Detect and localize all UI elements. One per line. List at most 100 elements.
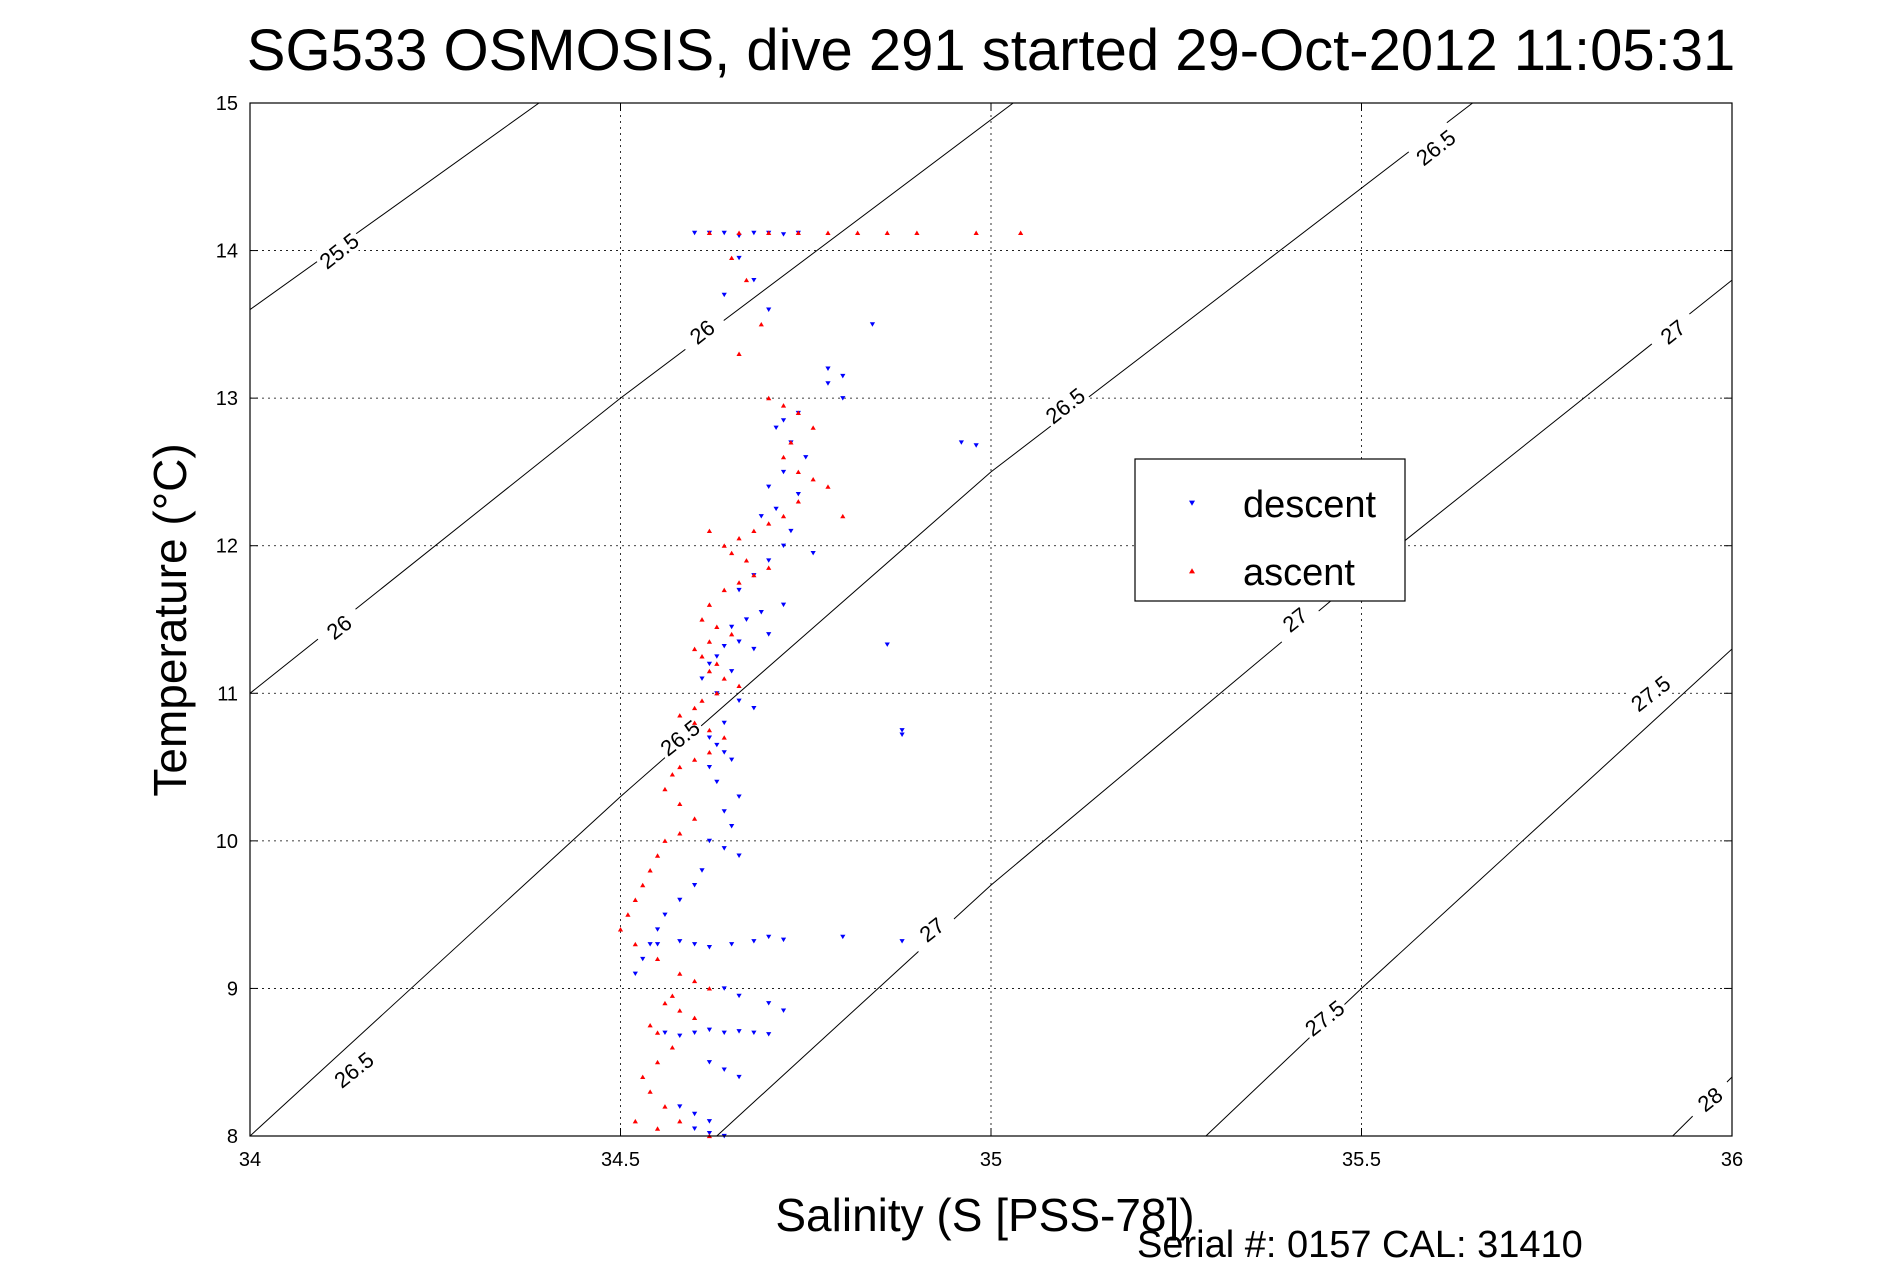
point-descent	[721, 846, 727, 851]
point-ascent	[721, 735, 727, 740]
point-descent	[706, 764, 713, 770]
point-ascent	[751, 572, 757, 578]
point-descent	[729, 757, 735, 763]
point-ascent	[788, 440, 794, 445]
point-ascent	[795, 230, 801, 235]
point-ascent	[625, 912, 631, 917]
point-descent	[736, 1029, 742, 1034]
point-descent	[706, 1130, 713, 1136]
point-ascent	[810, 425, 816, 430]
point-ascent	[692, 816, 698, 821]
point-ascent	[780, 403, 787, 408]
point-descent	[766, 558, 772, 563]
point-ascent	[743, 558, 750, 563]
point-ascent	[647, 1022, 653, 1028]
point-ascent	[677, 764, 683, 770]
point-descent	[825, 381, 831, 386]
point-ascent	[692, 646, 698, 652]
point-descent	[840, 373, 846, 379]
point-descent	[706, 1027, 713, 1033]
point-descent	[677, 1104, 683, 1109]
point-descent	[780, 937, 787, 943]
point-descent	[699, 868, 705, 873]
point-descent	[692, 883, 698, 888]
point-descent	[699, 676, 705, 681]
point-ascent	[669, 772, 675, 777]
point-descent	[736, 639, 742, 644]
point-descent	[729, 624, 735, 630]
point-descent	[751, 278, 757, 283]
point-ascent	[766, 565, 772, 570]
point-descent	[758, 610, 764, 615]
point-descent	[706, 838, 713, 844]
point-descent	[780, 543, 787, 549]
point-descent	[677, 897, 683, 903]
point-ascent	[766, 230, 772, 235]
point-ascent	[780, 454, 787, 460]
point-ascent	[692, 757, 698, 762]
y-tick-label: 10	[216, 831, 238, 853]
point-descent	[958, 440, 964, 445]
point-descent	[706, 1060, 713, 1065]
x-tick-label: 36	[1721, 1149, 1743, 1171]
point-ascent	[795, 499, 801, 504]
point-descent	[692, 1111, 698, 1117]
point-descent	[721, 643, 727, 649]
point-descent	[766, 307, 772, 312]
point-ascent	[662, 838, 668, 843]
point-ascent	[677, 801, 683, 807]
contour-lines	[250, 103, 1732, 1136]
point-descent	[654, 942, 661, 947]
point-descent	[692, 1126, 698, 1131]
point-ascent	[729, 550, 735, 556]
x-tick-label: 35	[980, 1149, 1002, 1171]
point-ascent	[736, 683, 742, 688]
point-descent	[780, 1008, 787, 1013]
y-tick-label: 8	[227, 1126, 238, 1148]
point-descent	[736, 698, 742, 704]
point-ascent	[662, 1104, 668, 1109]
point-ascent	[736, 535, 742, 541]
point-descent	[773, 506, 779, 512]
point-ascent	[699, 698, 705, 703]
point-descent	[662, 912, 668, 917]
point-descent	[766, 1001, 772, 1006]
point-descent	[780, 602, 787, 608]
x-tick-label: 35.5	[1342, 1149, 1381, 1171]
legend-marker-descent	[1189, 500, 1195, 506]
point-descent	[654, 927, 661, 932]
point-descent	[795, 491, 801, 497]
point-ascent	[706, 727, 713, 733]
point-descent	[973, 443, 979, 448]
contour-line	[1205, 648, 1732, 1136]
x-tick-label: 34.5	[601, 1149, 640, 1171]
point-ascent	[758, 322, 764, 327]
point-ascent	[914, 230, 920, 235]
point-ascent	[751, 528, 757, 534]
point-ascent	[766, 395, 772, 401]
point-ascent	[766, 521, 772, 526]
point-descent	[714, 779, 720, 785]
point-descent	[640, 956, 646, 962]
point-ascent	[640, 1074, 646, 1080]
point-descent	[662, 1030, 668, 1036]
point-descent	[706, 1119, 713, 1124]
legend-box	[1134, 458, 1406, 602]
point-descent	[706, 945, 713, 950]
point-descent	[692, 942, 698, 947]
point-descent	[766, 934, 772, 940]
point-ascent	[714, 624, 720, 629]
point-descent	[721, 720, 727, 726]
point-descent	[751, 939, 757, 944]
point-descent	[869, 322, 876, 327]
point-descent	[751, 705, 757, 711]
point-ascent	[692, 705, 698, 711]
point-ascent	[706, 986, 713, 991]
point-descent	[736, 993, 742, 999]
point-descent	[803, 455, 809, 460]
point-descent	[788, 528, 794, 534]
point-descent	[810, 551, 816, 556]
point-ascent	[825, 484, 831, 489]
point-ascent	[654, 1030, 661, 1035]
point-descent	[692, 230, 698, 236]
